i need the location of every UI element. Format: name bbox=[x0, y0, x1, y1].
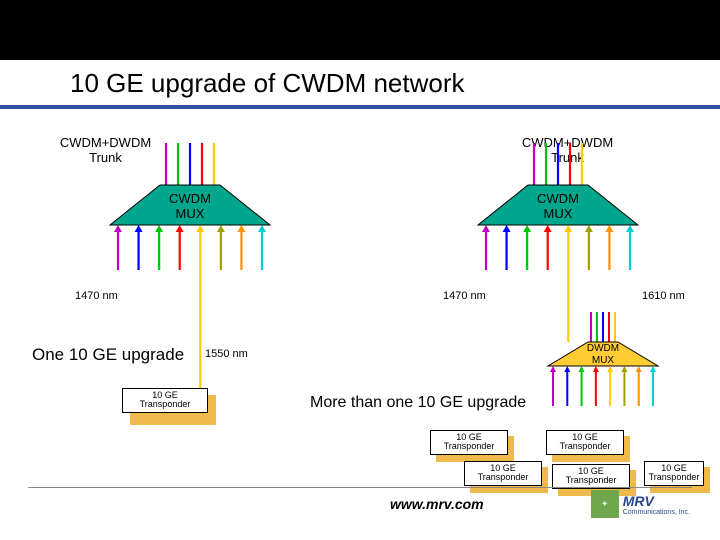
transponder-r2: 10 GETransponder bbox=[546, 430, 624, 455]
transponder-left: 10 GETransponder bbox=[122, 388, 208, 413]
logo-text: MRV bbox=[623, 493, 690, 509]
dwdm-label: DWDMMUX bbox=[573, 343, 633, 366]
wavelength-last-right: 1610 nm bbox=[642, 290, 685, 303]
page-title: 10 GE upgrade of CWDM network bbox=[70, 68, 465, 98]
wavelength-mid: 1550 nm bbox=[205, 348, 248, 361]
mux-label-right: CWDMMUX bbox=[528, 192, 588, 222]
transponder-r3: 10 GETransponder bbox=[464, 461, 542, 486]
top-black-band bbox=[0, 0, 720, 60]
logo: ✦ MRV Communications, Inc. bbox=[591, 490, 690, 518]
transponder-r1: 10 GETransponder bbox=[430, 430, 508, 455]
footer-divider bbox=[28, 487, 692, 488]
transponder-r5-partial: 10 GETransponder bbox=[644, 461, 704, 486]
wavelength-first-left: 1470 nm bbox=[75, 290, 118, 303]
wavelength-first-right: 1470 nm bbox=[443, 290, 486, 303]
trunk-label-left: CWDM+DWDMTrunk bbox=[58, 136, 153, 166]
section-right-title: More than one 10 GE upgrade bbox=[310, 394, 526, 412]
section-left-title: One 10 GE upgrade bbox=[32, 345, 184, 365]
title-bar: 10 GE upgrade of CWDM network bbox=[0, 60, 720, 109]
transponder-r4: 10 GETransponder bbox=[552, 464, 630, 489]
mux-label-left: CWDMMUX bbox=[160, 192, 220, 222]
trunk-label-right: CWDM+DWDMTrunk bbox=[520, 136, 615, 166]
logo-subtext: Communications, Inc. bbox=[623, 509, 690, 516]
footer-url: www.mrv.com bbox=[390, 496, 484, 512]
logo-icon: ✦ bbox=[591, 490, 619, 518]
